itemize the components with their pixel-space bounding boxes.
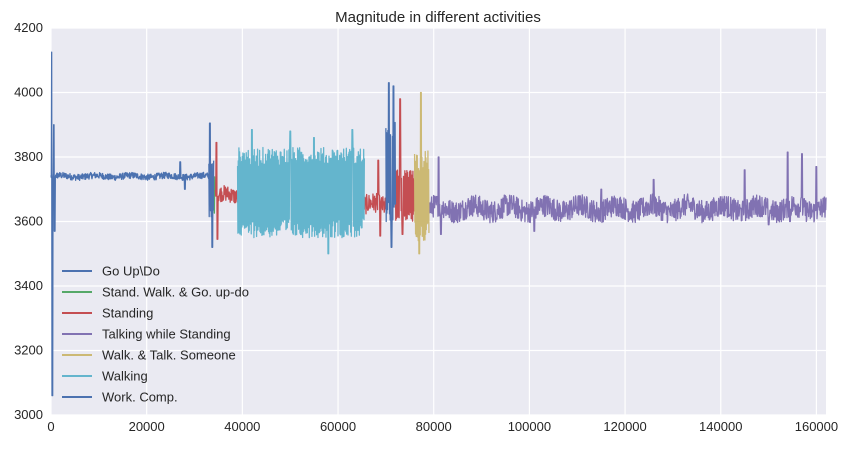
legend-label: Walking [102, 369, 148, 384]
legend-label: Stand. Walk. & Go. up-do [102, 285, 249, 300]
x-tick-label: 40000 [224, 419, 260, 434]
legend-label: Talking while Standing [102, 327, 231, 342]
y-tick-label: 3000 [14, 407, 43, 422]
series-line [394, 98, 416, 236]
chart-title: Magnitude in different activities [335, 9, 541, 26]
y-tick-label: 4200 [14, 20, 43, 35]
x-tick-label: 120000 [603, 419, 646, 434]
y-tick-label: 3200 [14, 343, 43, 358]
legend-label: Standing [102, 306, 153, 321]
legend: Go Up\Do Stand. Walk. & Go. up-do Standing… [62, 264, 249, 405]
legend-label: Work. Comp. [102, 390, 178, 405]
series-line [208, 122, 215, 248]
series-line [413, 91, 430, 255]
series-line [385, 82, 397, 248]
y-tick-label: 3600 [14, 214, 43, 229]
x-tick-label: 0 [47, 419, 54, 434]
y-tick-label: 3400 [14, 278, 43, 293]
series-line [236, 128, 365, 255]
series-line [363, 159, 387, 237]
x-tick-label: 20000 [129, 419, 165, 434]
series-line [428, 151, 827, 236]
x-tick-label: 60000 [320, 419, 356, 434]
x-tick-label: 140000 [699, 419, 742, 434]
tick-labels: 0 20000 40000 60000 80000 100000 120000 140000 1… [14, 20, 838, 434]
y-tick-label: 3800 [14, 149, 43, 164]
x-tick-label: 100000 [508, 419, 551, 434]
legend-label: Go Up\Do [102, 264, 160, 279]
y-tick-label: 4000 [14, 85, 43, 100]
legend-label: Walk. & Talk. Someone [102, 348, 236, 363]
x-tick-label: 160000 [795, 419, 838, 434]
x-tick-label: 80000 [416, 419, 452, 434]
series-line [50, 51, 210, 397]
series-line [214, 141, 239, 240]
series-lines [50, 51, 827, 397]
